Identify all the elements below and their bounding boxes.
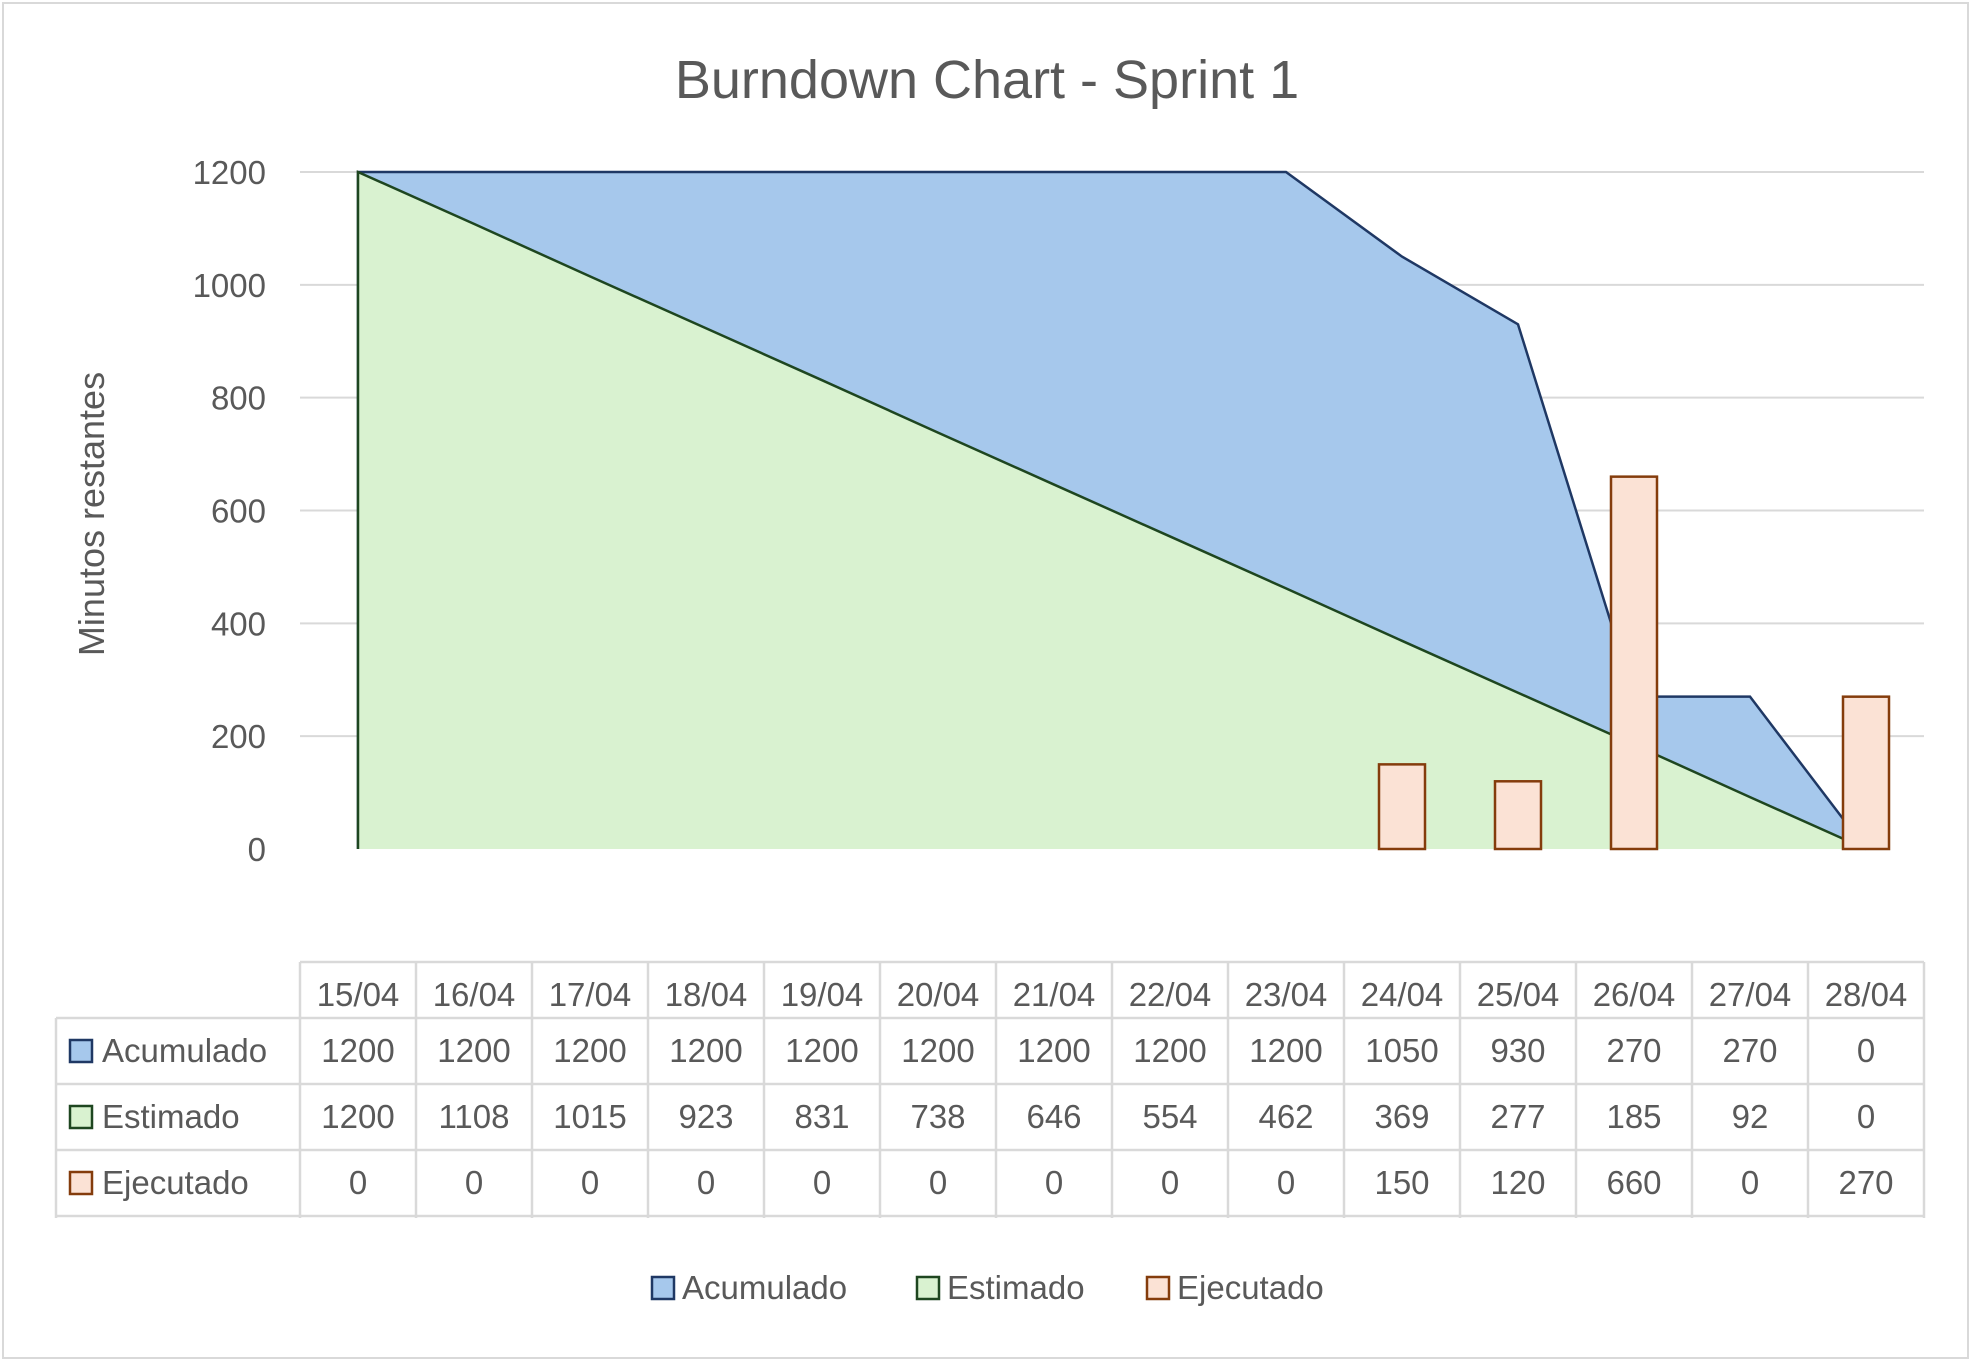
- y-tick-label: 1000: [193, 267, 266, 304]
- table-header-cell: 15/04: [317, 976, 400, 1013]
- table-cell: 930: [1490, 1032, 1545, 1069]
- table-cell: 1200: [553, 1032, 626, 1069]
- table-cell: 1200: [1017, 1032, 1090, 1069]
- bar-ejecutado: [1609, 475, 1659, 851]
- table-cell: 92: [1732, 1098, 1769, 1135]
- table-cell: 0: [465, 1164, 483, 1201]
- y-tick-label: 200: [211, 718, 266, 755]
- table-cell: 0: [697, 1164, 715, 1201]
- table-cell: 1200: [1133, 1032, 1206, 1069]
- table-header-cell: 21/04: [1013, 976, 1096, 1013]
- table-cell: 270: [1838, 1164, 1893, 1201]
- legend-label: Estimado: [947, 1269, 1085, 1306]
- table-cell: 120: [1490, 1164, 1545, 1201]
- table-header-cell: 26/04: [1593, 976, 1676, 1013]
- table-header-cell: 23/04: [1245, 976, 1328, 1013]
- table-cell: 369: [1374, 1098, 1429, 1135]
- table-legend-key-ejecutado: [68, 1170, 94, 1196]
- table-legend-key-estimado: [68, 1104, 94, 1130]
- y-tick-label: 1200: [193, 154, 266, 191]
- table-cell: 270: [1722, 1032, 1777, 1069]
- table-row-label: Estimado: [102, 1098, 240, 1135]
- area-outline-acumulado: [356, 170, 1867, 850]
- legend-label: Ejecutado: [1177, 1269, 1324, 1306]
- table-header-cell: 17/04: [549, 976, 632, 1013]
- table-cell: 0: [1161, 1164, 1179, 1201]
- table-cell: 1108: [439, 1098, 510, 1135]
- table-cell: 0: [1277, 1164, 1295, 1201]
- table-cell: 270: [1606, 1032, 1661, 1069]
- table-header-cell: 27/04: [1709, 976, 1792, 1013]
- table-cell: 0: [1741, 1164, 1759, 1201]
- y-axis-ticks: 0 200 400 600 800 1000 1200: [193, 154, 266, 868]
- area-series: [356, 170, 1867, 851]
- table-header-cell: 20/04: [897, 976, 980, 1013]
- table-cell: 1200: [321, 1098, 394, 1135]
- y-axis-title: Minutos restantes: [71, 372, 112, 656]
- table-cell: 660: [1606, 1164, 1661, 1201]
- y-tick-label: 400: [211, 605, 266, 642]
- y-tick-label: 800: [211, 380, 266, 417]
- table-cell: 1200: [785, 1032, 858, 1069]
- table-cell: 646: [1026, 1098, 1081, 1135]
- table-cell: 0: [1045, 1164, 1063, 1201]
- chart-title: Burndown Chart - Sprint 1: [675, 50, 1299, 110]
- table-cell: 1200: [1249, 1032, 1322, 1069]
- table-cell: 554: [1142, 1098, 1197, 1135]
- data-table: 15/04 16/04 17/04 18/04 19/04 20/04 21/04 22/04…: [54, 960, 1926, 1218]
- legend: Acumulado Estimado Ejecutado: [650, 1269, 1324, 1306]
- legend-key-ejecutado: [1145, 1275, 1171, 1301]
- table-cell: 1050: [1365, 1032, 1438, 1069]
- table-cell: 277: [1490, 1098, 1545, 1135]
- table-cell: 1200: [321, 1032, 394, 1069]
- table-cell: 738: [910, 1098, 965, 1135]
- legend-key-estimado: [915, 1275, 941, 1301]
- table-header-cell: 24/04: [1361, 976, 1444, 1013]
- table-cell: 1200: [437, 1032, 510, 1069]
- table-header-cell: 19/04: [781, 976, 864, 1013]
- table-header-cell: 18/04: [665, 976, 748, 1013]
- table-cell: 0: [929, 1164, 947, 1201]
- table-legend-key-acumulado: [68, 1038, 94, 1064]
- burndown-chart: Burndown Chart - Sprint 1 Minutos restan…: [54, 50, 1926, 1306]
- table-cell: 0: [813, 1164, 831, 1201]
- table-cell: 1015: [553, 1098, 626, 1135]
- table-cell: 0: [1857, 1032, 1875, 1069]
- table-cell: 0: [581, 1164, 599, 1201]
- table-cell: 185: [1606, 1098, 1661, 1135]
- y-tick-label: 600: [211, 493, 266, 530]
- legend-key-acumulado: [650, 1275, 676, 1301]
- table-row-label: Ejecutado: [102, 1164, 249, 1201]
- table-cell: 1200: [901, 1032, 974, 1069]
- area-outline-estimado: [356, 170, 1867, 851]
- table-cell: 0: [349, 1164, 367, 1201]
- table-cell: 150: [1374, 1164, 1429, 1201]
- table-cell: 0: [1857, 1098, 1875, 1135]
- y-tick-label: 0: [248, 831, 266, 868]
- table-cell: 923: [678, 1098, 733, 1135]
- table-header-cell: 25/04: [1477, 976, 1560, 1013]
- bar-ejecutado: [1493, 780, 1543, 851]
- legend-label: Acumulado: [682, 1269, 847, 1306]
- table-cell: 1200: [669, 1032, 742, 1069]
- bar-series: [1377, 475, 1891, 851]
- table-header-cell: 28/04: [1825, 976, 1908, 1013]
- bar-ejecutado: [1841, 695, 1891, 851]
- table-cell: 831: [794, 1098, 849, 1135]
- table-header-cell: 16/04: [433, 976, 516, 1013]
- table-row-label: Acumulado: [102, 1032, 267, 1069]
- bar-ejecutado: [1377, 763, 1427, 851]
- table-cell: 462: [1258, 1098, 1313, 1135]
- table-header-cell: 22/04: [1129, 976, 1212, 1013]
